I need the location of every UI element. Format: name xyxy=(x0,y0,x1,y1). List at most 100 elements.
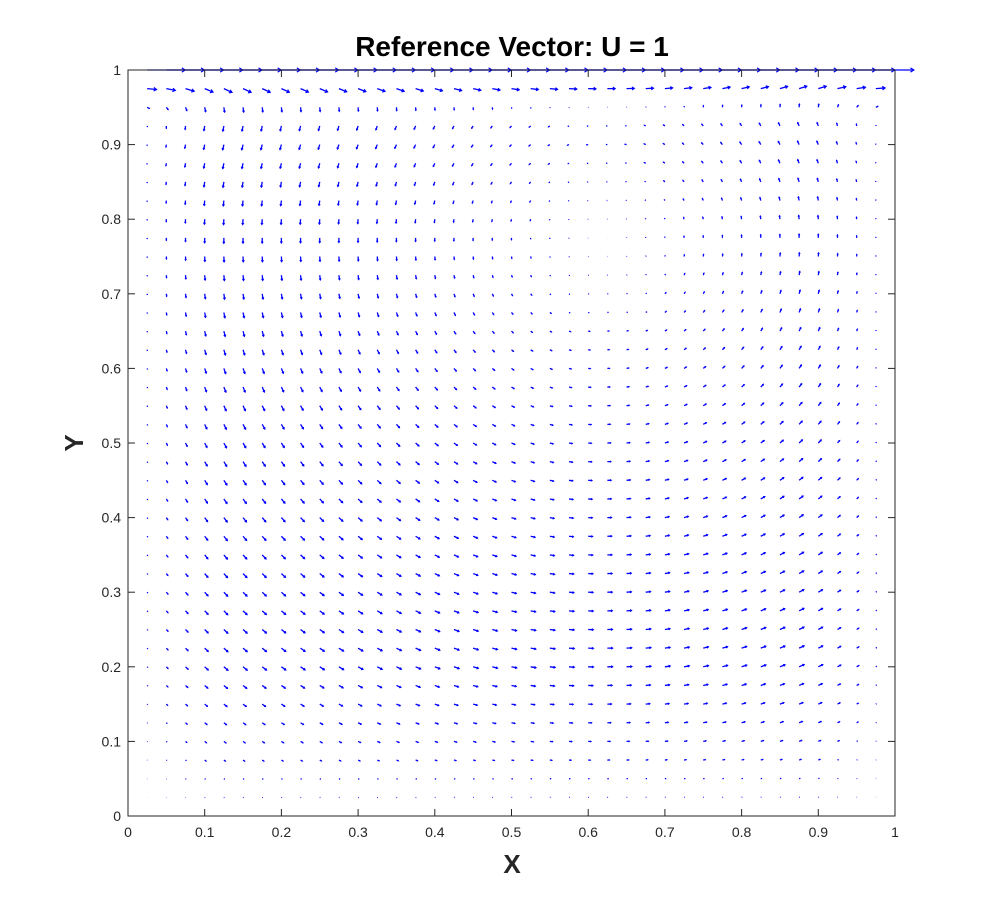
vector-arrow xyxy=(434,88,444,93)
x-tick-label: 0.2 xyxy=(272,824,292,840)
vector-arrow xyxy=(415,759,419,762)
arrow-head xyxy=(687,589,690,593)
vector-arrow xyxy=(836,383,840,388)
arrow-head xyxy=(838,439,841,442)
arrow-head xyxy=(610,628,614,631)
vector-arrow xyxy=(759,103,762,108)
arrow-head xyxy=(437,666,441,670)
arrow-head xyxy=(322,667,326,671)
vector-arrow xyxy=(338,647,345,652)
arrow-head xyxy=(223,390,227,394)
vector-arrow xyxy=(165,740,168,743)
arrow-head xyxy=(553,665,557,669)
arrow-head xyxy=(687,645,691,649)
vector-arrow xyxy=(357,628,364,633)
vector-arrow xyxy=(721,253,724,257)
vector-arrow xyxy=(855,216,858,220)
arrow-head xyxy=(452,183,455,186)
vector-arrow xyxy=(817,270,820,276)
vector-arrow xyxy=(376,517,383,522)
vector-arrow xyxy=(415,647,422,652)
arrow-head xyxy=(744,570,748,574)
arrow-head xyxy=(705,721,708,724)
arrow-head xyxy=(475,685,479,688)
vector-arrow xyxy=(856,534,860,537)
vector-arrow xyxy=(741,758,745,761)
vector-arrow xyxy=(836,402,840,407)
arrow-head xyxy=(379,611,383,615)
vector-arrow xyxy=(300,442,305,449)
vector-arrow xyxy=(664,403,669,407)
arrow-head xyxy=(204,408,208,412)
vector-arrow xyxy=(183,181,187,187)
vector-arrow xyxy=(280,349,285,356)
arrow-head xyxy=(797,214,800,217)
arrow-head xyxy=(509,126,511,129)
vector-arrow xyxy=(702,365,707,369)
vector-arrow xyxy=(204,498,209,504)
vector-arrow xyxy=(760,439,765,444)
vector-arrow xyxy=(184,107,188,112)
vector-arrow xyxy=(741,365,745,369)
arrow-head xyxy=(473,313,476,316)
arrow-head xyxy=(744,533,747,537)
arrow-head xyxy=(514,647,518,651)
vector-arrow xyxy=(165,722,168,725)
arrow-head xyxy=(491,108,494,111)
arrow-head xyxy=(781,720,785,723)
vector-arrow xyxy=(491,256,494,260)
arrow-head xyxy=(283,686,287,689)
vector-arrow xyxy=(528,181,532,185)
arrow-head xyxy=(418,555,421,559)
arrow-head xyxy=(758,159,761,162)
vector-arrow xyxy=(798,326,802,332)
vector-arrow xyxy=(740,234,743,238)
arrow-head xyxy=(494,722,497,725)
vector-arrow xyxy=(683,291,686,295)
vector-arrow xyxy=(432,144,436,149)
vector-arrow xyxy=(395,107,398,112)
arrow-shaft xyxy=(146,517,149,519)
arrow-head xyxy=(778,214,781,218)
vector-arrow xyxy=(317,181,321,188)
vector-arrow xyxy=(357,88,367,93)
vector-arrow xyxy=(396,572,402,577)
vector-arrow xyxy=(204,442,208,449)
arrow-head xyxy=(282,482,286,486)
arrow-head xyxy=(648,608,652,612)
arrow-head xyxy=(378,426,381,429)
arrow-head xyxy=(202,166,206,170)
vector-arrow xyxy=(319,573,325,578)
y-tick-label: 0.4 xyxy=(102,510,122,526)
arrow-head xyxy=(476,647,480,651)
vector-arrow xyxy=(396,591,403,596)
arrow-head xyxy=(455,759,458,762)
arrow-shaft xyxy=(875,516,878,519)
arrow-head xyxy=(629,553,633,557)
arrow-head xyxy=(628,422,631,426)
vector-arrow xyxy=(702,234,705,238)
arrow-shaft xyxy=(319,778,322,780)
arrow-head xyxy=(340,482,344,485)
arrow-head xyxy=(318,259,322,263)
vector-arrow xyxy=(549,274,552,277)
arrow-head xyxy=(223,352,227,357)
arrow-head xyxy=(725,552,728,555)
arrow-head xyxy=(510,257,513,260)
vector-arrow xyxy=(567,181,570,184)
vector-arrow xyxy=(817,420,822,425)
arrow-head xyxy=(608,740,612,743)
arrow-head xyxy=(836,289,840,293)
vector-arrow xyxy=(682,216,685,220)
vector-arrow xyxy=(741,85,751,90)
vector-arrow xyxy=(568,479,574,482)
vector-arrow xyxy=(759,196,762,201)
vector-arrow xyxy=(261,647,268,653)
vector-arrow xyxy=(299,237,302,244)
vector-arrow xyxy=(856,740,859,742)
arrow-head xyxy=(725,645,729,649)
vector-arrow xyxy=(585,143,589,146)
vector-arrow xyxy=(415,312,418,317)
vector-arrow xyxy=(837,758,839,761)
vector-arrow xyxy=(433,237,436,243)
